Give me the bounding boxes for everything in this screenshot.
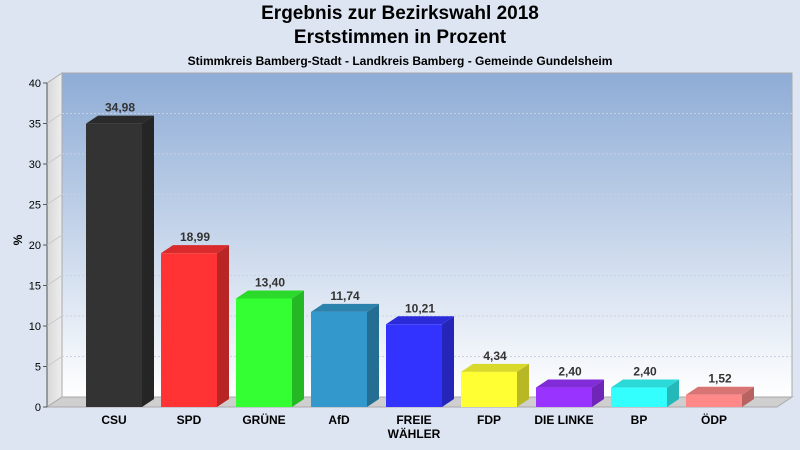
bar-front <box>686 394 742 407</box>
bar-ödp <box>686 386 754 407</box>
y-tick-label: 35 <box>29 119 41 131</box>
x-tick-label: WÄHLER <box>388 426 441 441</box>
bar-front <box>86 123 142 408</box>
bar-front <box>161 253 217 407</box>
bar-front <box>386 324 442 407</box>
grid-line-side <box>46 356 63 367</box>
data-label: 10,21 <box>405 301 435 315</box>
x-tick-label: GRÜNE <box>242 412 285 427</box>
y-tick-label: 15 <box>29 281 41 293</box>
bar-spd <box>161 245 229 407</box>
chart-title-line2: Erststimmen in Prozent <box>293 27 507 48</box>
bar-side <box>367 303 379 407</box>
x-tick-label: FREIE <box>396 413 431 427</box>
y-tick-label: 20 <box>29 240 41 252</box>
bar-side <box>142 115 154 408</box>
bar-top <box>236 290 304 299</box>
data-label: 2,40 <box>558 365 582 379</box>
grid-line-side <box>46 275 63 286</box>
bar-front <box>236 298 292 407</box>
data-label: 2,40 <box>633 365 657 379</box>
x-tick-label: AfD <box>328 413 350 427</box>
bar-fdp <box>461 363 529 407</box>
bar-top <box>461 363 529 372</box>
y-tick-label: 25 <box>29 200 41 212</box>
x-tick-label: ÖDP <box>701 412 727 427</box>
bar-front <box>461 371 517 407</box>
grid-line-side <box>46 315 63 327</box>
bar-freie-wähler <box>386 316 454 407</box>
bar-afd <box>311 303 379 407</box>
data-label: 1,52 <box>708 372 732 386</box>
chart-title: Ergebnis zur Bezirkswahl 2018 <box>261 3 539 24</box>
bar-top <box>611 379 679 388</box>
bar-top <box>686 386 754 395</box>
grid-line-side <box>46 153 63 165</box>
grid-line-side <box>46 194 63 205</box>
y-tick-label: 30 <box>29 159 41 171</box>
bar-grüne <box>236 290 304 407</box>
chart-subtitle: Stimmkreis Bamberg-Stadt - Landkreis Bam… <box>187 54 613 68</box>
bar-front <box>536 387 592 407</box>
bar-side <box>742 386 754 407</box>
x-tick-label: FDP <box>477 413 501 427</box>
bar-front <box>611 387 667 407</box>
bar-top <box>86 115 154 124</box>
y-tick-label: 40 <box>29 78 41 90</box>
grid-line-side <box>46 234 63 246</box>
bar-front <box>311 311 367 407</box>
bar-csu <box>86 115 154 408</box>
y-tick-label: 5 <box>35 362 41 374</box>
bar-side <box>517 363 529 407</box>
bar-bp <box>611 379 679 407</box>
bar-side <box>217 245 229 407</box>
bar-top <box>311 303 379 312</box>
data-label: 34,98 <box>105 101 135 115</box>
x-tick-label: CSU <box>101 413 126 427</box>
data-label: 18,99 <box>180 230 210 244</box>
data-label: 4,34 <box>483 349 507 363</box>
bar-top <box>386 316 454 325</box>
grid-line-side <box>46 113 63 124</box>
data-label: 11,74 <box>330 289 360 303</box>
bar-top <box>536 379 604 388</box>
y-tick-label: 0 <box>35 402 41 414</box>
x-tick-label: DIE LINKE <box>534 413 593 427</box>
bar-side <box>292 290 304 407</box>
y-axis-title: % <box>11 234 25 245</box>
bar-side <box>667 379 679 407</box>
bar-top <box>161 245 229 254</box>
bar-side <box>442 316 454 407</box>
bar-side <box>592 379 604 407</box>
x-tick-label: BP <box>631 413 648 427</box>
bar-die-linke <box>536 379 604 407</box>
y-tick-label: 10 <box>29 321 41 333</box>
x-tick-label: SPD <box>177 413 202 427</box>
data-label: 13,40 <box>255 275 285 289</box>
